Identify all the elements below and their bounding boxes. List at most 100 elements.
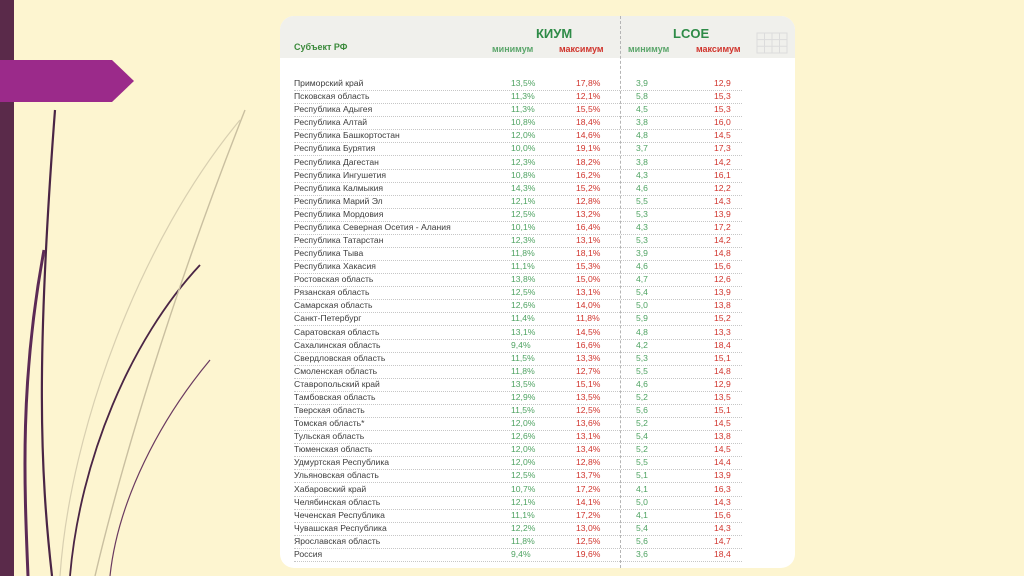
lcoe-max-value: 17,2 (714, 221, 731, 232)
lcoe-min-value: 5,2 (636, 418, 648, 429)
kium-max-value: 17,8% (576, 78, 601, 88)
lcoe-min-value: 5,3 (636, 208, 648, 219)
lcoe-min-value: 5,4 (636, 522, 648, 533)
lcoe-max-value: 13,5 (714, 391, 731, 402)
lcoe-max-value: 15,3 (714, 91, 731, 102)
group-header-kium: КИУМ (536, 26, 573, 41)
kium-min-value: 12,3% (511, 235, 536, 245)
kium-min-value: 9,4% (511, 548, 531, 559)
kium-max-value: 14,0% (576, 300, 601, 311)
table-row: Сахалинская область 9,4% 16,6% 4,2 18,4 (294, 339, 742, 353)
kium-min-value: 10,1% (511, 221, 536, 232)
kium-max-value: 18,2% (576, 156, 601, 167)
lcoe-max-value: 14,8 (714, 248, 731, 258)
region-name: Самарская область (294, 300, 373, 311)
kium-min-value: 11,5% (511, 405, 535, 415)
region-name: Республика Адыгея (294, 104, 373, 115)
table-row: Свердловская область 11,5% 13,3% 5,3 15,1 (294, 352, 742, 366)
region-name: Республика Северная Осетия - Алания (294, 221, 451, 232)
kium-min-value: 12,0% (511, 418, 536, 429)
kium-min-value: 14,3% (511, 182, 536, 193)
kium-max-value: 11,8% (576, 313, 600, 324)
table-row: Чувашская Республика 12,2% 13,0% 5,4 14,3 (294, 522, 742, 536)
lcoe-min-value: 3,9 (636, 248, 648, 258)
kium-max-value: 14,5% (576, 326, 601, 337)
lcoe-min-value: 3,6 (636, 548, 648, 559)
kium-max-value: 13,7% (576, 470, 601, 481)
region-name: Чувашская Республика (294, 522, 387, 533)
kium-max-value: 13,6% (576, 418, 601, 429)
table-row: Удмуртская Республика 12,0% 12,8% 5,5 14,4 (294, 456, 742, 471)
region-name: Тверская область (294, 405, 365, 415)
table-row: Республика Северная Осетия - Алания 10,1%… (294, 221, 742, 235)
lcoe-max-value: 18,4 (714, 339, 731, 350)
kium-min-value: 12,6% (511, 431, 536, 442)
kium-min-value: 12,9% (511, 391, 536, 402)
lcoe-min-value: 5,3 (636, 352, 648, 363)
region-name: Удмуртская Республика (294, 457, 390, 468)
subheader-kium-min: минимум (492, 44, 534, 54)
kium-max-value: 13,3% (576, 352, 601, 363)
kium-min-value: 11,3% (511, 91, 535, 102)
region-name: Ставропольский край (294, 378, 380, 389)
region-name: Томская область* (294, 418, 365, 429)
kium-min-value: 10,0% (511, 143, 536, 154)
kium-min-value: 12,3% (511, 156, 536, 167)
region-name: Хабаровский край (294, 483, 367, 494)
region-name: Республика Бурятия (294, 143, 376, 154)
kium-max-value: 15,3% (576, 261, 601, 272)
table-row: Республика Хакасия 11,1% 15,3% 4,6 15,6 (294, 260, 742, 275)
table-row: Республика Мордовия 12,5% 13,2% 5,3 13,9 (294, 208, 742, 222)
kium-max-value: 13,4% (576, 444, 601, 455)
purple-arrow-tab (0, 60, 134, 102)
table-row: Челябинская область 12,1% 14,1% 5,0 14,3 (294, 496, 742, 510)
region-name: Республика Марий Эл (294, 195, 383, 206)
lcoe-max-value: 16,1 (714, 169, 731, 180)
kium-max-value: 17,2% (576, 509, 601, 520)
lcoe-min-value: 4,1 (636, 483, 648, 494)
lcoe-min-value: 4,8 (636, 130, 648, 141)
column-divider (620, 16, 621, 568)
lcoe-max-value: 18,4 (714, 548, 731, 559)
kium-max-value: 14,6% (576, 130, 601, 141)
kium-min-value: 11,8% (511, 535, 535, 546)
region-name: Тамбовская область (294, 391, 376, 402)
lcoe-max-value: 14,2 (714, 156, 731, 167)
lcoe-min-value: 5,1 (636, 470, 648, 481)
lcoe-min-value: 3,9 (636, 78, 648, 88)
lcoe-max-value: 14,3 (714, 522, 731, 533)
subheader-lcoe-max: максимум (696, 44, 741, 54)
region-name: Республика Алтай (294, 117, 368, 128)
lcoe-min-value: 3,7 (636, 143, 648, 154)
lcoe-max-value: 15,6 (714, 509, 731, 520)
lcoe-min-value: 5,5 (636, 457, 648, 468)
subheader-kium-max: максимум (559, 44, 604, 54)
lcoe-min-value: 5,5 (636, 365, 648, 376)
region-name: Республика Татарстан (294, 235, 384, 245)
kium-min-value: 12,5% (511, 287, 536, 298)
kium-min-value: 10,7% (511, 483, 536, 494)
region-name: Сахалинская область (294, 339, 381, 350)
subheader-lcoe-min: минимум (628, 44, 670, 54)
lcoe-min-value: 5,5 (636, 195, 648, 206)
lcoe-max-value: 13,8 (714, 300, 731, 311)
kium-max-value: 12,8% (576, 457, 601, 468)
lcoe-min-value: 5,2 (636, 391, 648, 402)
lcoe-max-value: 14,8 (714, 365, 731, 376)
region-name: Ростовская область (294, 274, 374, 285)
lcoe-max-value: 14,5 (714, 130, 731, 141)
lcoe-max-value: 16,0 (714, 117, 731, 128)
table-row: Хабаровский край 10,7% 17,2% 4,1 16,3 (294, 483, 742, 497)
kium-min-value: 12,0% (511, 457, 536, 468)
table-row: Республика Татарстан 12,3% 13,1% 5,3 14,2 (294, 234, 742, 248)
kium-min-value: 11,4% (511, 313, 535, 324)
region-name: Чеченская Республика (294, 509, 385, 520)
kium-max-value: 19,6% (576, 548, 601, 559)
kium-max-value: 18,4% (576, 117, 601, 128)
table-row: Ярославская область 11,8% 12,5% 5,6 14,7 (294, 535, 742, 549)
table-header: Субъект РФ КИУМ LCOE минимум максимум ми… (280, 16, 795, 58)
table-row: Чеченская Республика 11,1% 17,2% 4,1 15,6 (294, 509, 742, 523)
lcoe-max-value: 14,5 (714, 418, 731, 429)
lcoe-max-value: 14,2 (714, 235, 731, 245)
kium-max-value: 13,1% (576, 431, 601, 442)
